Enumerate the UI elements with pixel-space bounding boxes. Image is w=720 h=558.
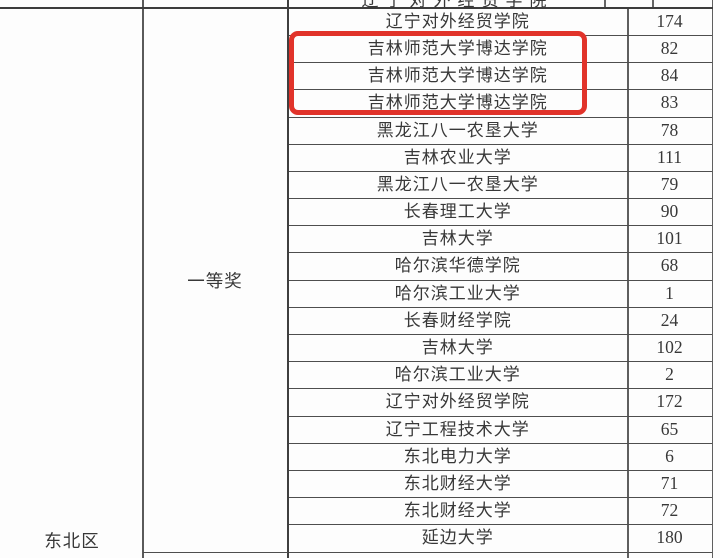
table-row: 吉林农业大学 111 bbox=[288, 145, 712, 172]
count-cell: 102 bbox=[656, 337, 683, 358]
table-row: 黑龙江八一农垦大学 79 bbox=[288, 172, 712, 200]
table-row: 辽宁工程技术大学 65 bbox=[288, 417, 712, 444]
university-cell: 吉林大学 bbox=[421, 338, 494, 358]
table-row: 吉林大学 102 bbox=[288, 335, 712, 363]
count-cell: 82 bbox=[660, 37, 679, 58]
university-cell: 吉林大学 bbox=[421, 229, 494, 249]
table-row: 长春财经学院 24 bbox=[288, 308, 712, 336]
table-rows: 辽宁对外经贸学院 174 吉林师范大学博达学院 82 吉林师范大学博达学院 84… bbox=[288, 9, 712, 553]
clipped-row-text: 辽宁对外经贸学院 bbox=[288, 0, 627, 8]
table-row: 东北财经大学 71 bbox=[288, 471, 712, 499]
table-row: 东北财经大学 72 bbox=[288, 498, 712, 526]
university-cell: 长春理工大学 bbox=[403, 202, 512, 222]
count-cell: 101 bbox=[656, 228, 683, 249]
table-border-prize-bottom bbox=[143, 551, 288, 553]
table-border-prize-university bbox=[286, 0, 289, 558]
count-cell: 84 bbox=[660, 65, 679, 86]
university-cell: 黑龙江八一农垦大学 bbox=[376, 120, 539, 140]
count-cell: 65 bbox=[660, 418, 679, 439]
table-border-stub-upper-right bbox=[652, 0, 654, 9]
table-row: 长春理工大学 90 bbox=[288, 199, 712, 227]
count-cell: 2 bbox=[665, 364, 674, 385]
table-row: 吉林师范大学博达学院 84 bbox=[288, 63, 712, 91]
count-cell: 111 bbox=[657, 146, 682, 167]
table-row: 吉林师范大学博达学院 82 bbox=[288, 36, 712, 64]
university-cell: 吉林师范大学博达学院 bbox=[367, 38, 548, 58]
table-border-region-prize bbox=[141, 0, 144, 558]
university-cell: 吉林农业大学 bbox=[403, 147, 512, 167]
university-cell: 吉林师范大学博达学院 bbox=[367, 66, 548, 86]
table-row: 吉林师范大学博达学院 83 bbox=[288, 90, 712, 118]
count-cell: 6 bbox=[665, 445, 674, 466]
table-border-university-count bbox=[627, 8, 629, 558]
university-cell: 延边大学 bbox=[421, 528, 494, 548]
count-cell: 78 bbox=[660, 119, 679, 140]
count-cell: 68 bbox=[660, 255, 679, 276]
count-cell: 79 bbox=[660, 173, 679, 194]
count-cell: 24 bbox=[660, 309, 679, 330]
prize-cell: 一等奖 bbox=[187, 271, 243, 291]
university-cell: 吉林师范大学博达学院 bbox=[367, 93, 548, 113]
count-cell: 83 bbox=[660, 92, 679, 113]
table-border-top bbox=[0, 7, 713, 9]
table-row: 哈尔滨华德学院 68 bbox=[288, 253, 712, 281]
count-cell: 1 bbox=[665, 282, 674, 303]
region-cell: 东北区 bbox=[44, 531, 100, 551]
table-row: 哈尔滨工业大学 1 bbox=[288, 281, 712, 308]
count-cell: 180 bbox=[656, 527, 683, 548]
table-row: 吉林大学 101 bbox=[288, 226, 712, 254]
university-cell: 辽宁对外经贸学院 bbox=[385, 392, 530, 412]
university-cell: 哈尔滨工业大学 bbox=[394, 283, 521, 303]
table-row: 哈尔滨工业大学 2 bbox=[288, 362, 712, 390]
table-border-right bbox=[711, 0, 713, 558]
university-cell: 东北财经大学 bbox=[403, 473, 512, 493]
count-cell: 172 bbox=[656, 391, 683, 412]
university-cell: 黑龙江八一农垦大学 bbox=[376, 174, 539, 194]
table-row: 延边大学 180 bbox=[288, 525, 712, 553]
count-cell: 72 bbox=[660, 500, 679, 521]
clipped-row: 辽宁对外经贸学院 bbox=[288, 0, 627, 8]
table-border-stub-upper-left bbox=[604, 0, 606, 9]
count-cell: 71 bbox=[660, 472, 679, 493]
highlight-box bbox=[289, 31, 587, 115]
university-cell: 哈尔滨工业大学 bbox=[394, 365, 521, 385]
university-cell: 哈尔滨华德学院 bbox=[394, 256, 521, 276]
university-cell: 东北财经大学 bbox=[403, 501, 512, 521]
university-cell: 辽宁工程技术大学 bbox=[385, 419, 530, 439]
university-cell: 东北电力大学 bbox=[403, 446, 512, 466]
table-row: 黑龙江八一农垦大学 78 bbox=[288, 118, 712, 145]
table-row: 辽宁对外经贸学院 172 bbox=[288, 389, 712, 417]
university-cell: 辽宁对外经贸学院 bbox=[385, 11, 530, 31]
university-cell: 长春财经学院 bbox=[403, 310, 512, 330]
count-cell: 174 bbox=[656, 10, 683, 31]
table-row: 东北电力大学 6 bbox=[288, 444, 712, 471]
count-cell: 90 bbox=[660, 201, 679, 222]
